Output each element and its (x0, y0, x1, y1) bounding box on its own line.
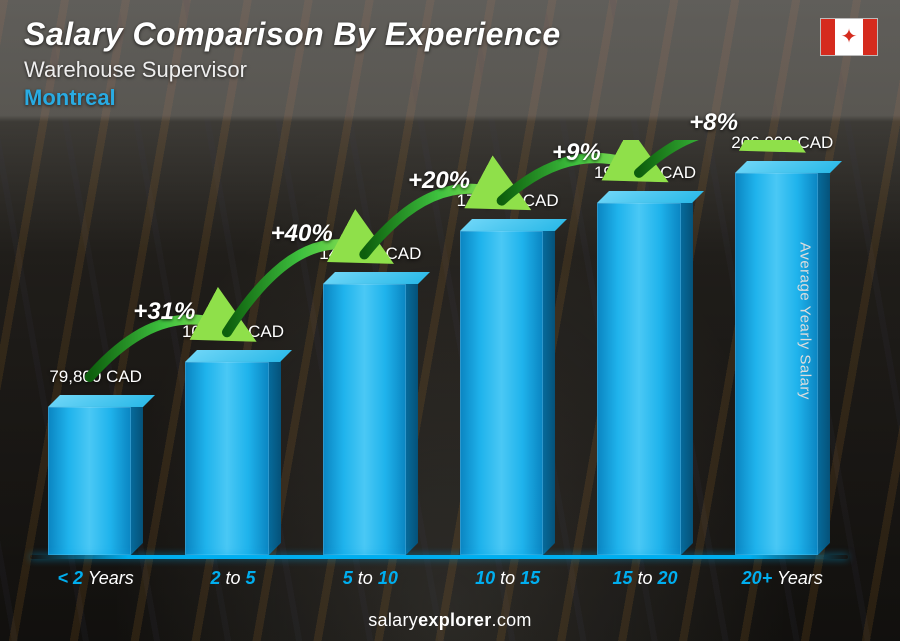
y-axis-label: Average Yearly Salary (797, 242, 814, 400)
growth-label: +9% (552, 139, 601, 167)
bar-category-label: 20+ Years (727, 568, 838, 589)
bar-value-label: 190,000 CAD (589, 163, 700, 183)
bar-value-label: 79,800 CAD (40, 367, 151, 387)
x-axis-line (30, 555, 848, 559)
growth-label: +40% (271, 220, 333, 248)
bar-category-label: 15 to 20 (589, 568, 700, 589)
bar-category-label: 10 to 15 (452, 568, 563, 589)
growth-label: +20% (408, 167, 470, 195)
growth-label: +8% (689, 109, 738, 137)
bar-category-label: 2 to 5 (177, 568, 288, 589)
bar-category-label: < 2 Years (40, 568, 151, 589)
bar-category-label: 5 to 10 (315, 568, 426, 589)
growth-label: +31% (133, 298, 195, 326)
bar-5: 206,000 CAD20+ Years (727, 140, 838, 555)
header: Salary Comparison By Experience Warehous… (24, 16, 876, 111)
bar-1: 104,000 CAD2 to 5 (177, 140, 288, 555)
footer-attribution: salaryexplorer.com (0, 610, 900, 631)
bar-chart: 79,800 CAD< 2 Years104,000 CAD2 to 5146,… (40, 140, 838, 555)
bar-value-label: 206,000 CAD (727, 133, 838, 153)
bar-2: 146,000 CAD5 to 10 (315, 140, 426, 555)
chart-title: Salary Comparison By Experience (24, 16, 876, 53)
bar-4: 190,000 CAD15 to 20 (589, 140, 700, 555)
canada-flag-icon: ✦ (820, 18, 878, 56)
bar-3: 175,000 CAD10 to 15 (452, 140, 563, 555)
job-title: Warehouse Supervisor (24, 57, 876, 83)
bar-0: 79,800 CAD< 2 Years (40, 140, 151, 555)
city-name: Montreal (24, 85, 876, 111)
